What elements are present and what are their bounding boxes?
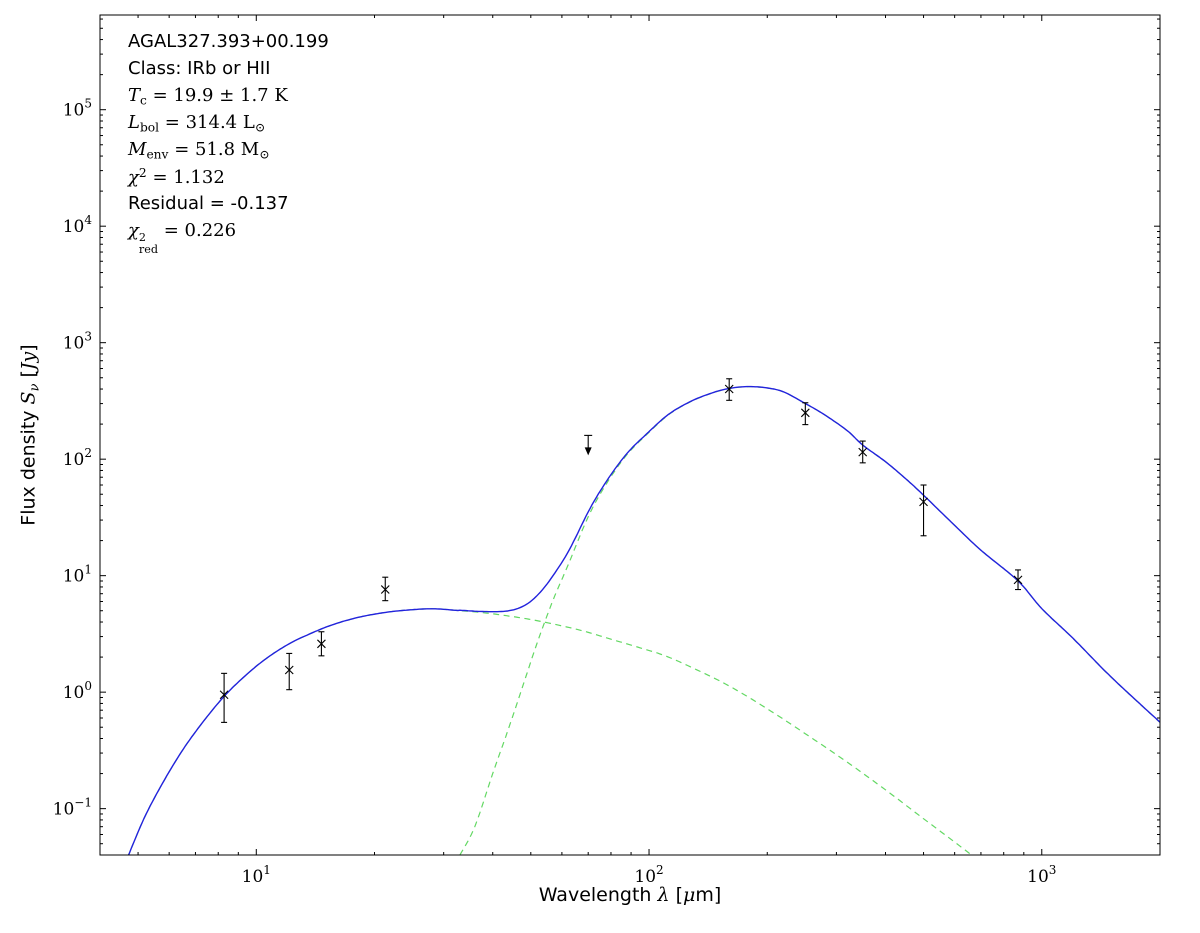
data-point (584, 434, 593, 456)
text-segment: Jy (17, 351, 40, 371)
text-segment: = 314.4 L (159, 112, 255, 133)
text-segment: ⊙ (254, 120, 266, 135)
x-axis-label: Wavelength λ [μm] (539, 884, 722, 906)
data-point (724, 378, 734, 401)
tick-label: 104 (63, 213, 93, 237)
text-segment: AGAL327.393+00.199 (128, 31, 329, 52)
text-segment: [ (669, 884, 683, 906)
tick-label: 103 (1027, 863, 1056, 887)
annotation-line: Class: IRb or HII (128, 58, 329, 85)
text-segment: Class: IRb or HII (128, 58, 271, 79)
text-segment: Flux density (17, 404, 40, 526)
y-axis-label: Flux density Sν [Jy] (18, 344, 43, 525)
annotation-line: Tc = 19.9 ± 1.7 K (128, 85, 329, 112)
data-point (1013, 569, 1023, 591)
text-segment: L (128, 112, 140, 133)
text-segment: env (146, 147, 169, 162)
annotation-line: χ 2 red = 0.226 (128, 220, 329, 255)
tick-label: 102 (634, 863, 663, 887)
annotation-line: Lbol = 314.4 L⊙ (128, 112, 329, 139)
plot-border (99, 14, 1161, 856)
tick-label: 102 (63, 446, 92, 470)
annotation-line: AGAL327.393+00.199 (128, 31, 329, 58)
data-point (219, 672, 229, 723)
annotation-line: χ2 = 1.132 (128, 166, 329, 193)
text-segment: bol (139, 120, 160, 135)
photometry-points (219, 378, 1023, 723)
text-segment: = 1.132 (146, 167, 225, 189)
text-segment: ] (17, 344, 40, 352)
tick-label: 10−1 (53, 796, 92, 820)
data-point (317, 631, 326, 657)
text-segment: = 51.8 M (168, 139, 260, 160)
tick-label: 101 (242, 863, 271, 887)
data-point (858, 440, 868, 464)
text-segment: = 19.9 ± 1.7 K (146, 85, 288, 106)
text-segment: = 0.226 (158, 220, 237, 241)
annotation-line: Menv = 51.8 M⊙ (128, 139, 329, 166)
text-segment: [ (17, 370, 40, 384)
data-point (380, 576, 390, 602)
text-segment: ⊙ (259, 147, 270, 162)
text-segment: λ (657, 884, 670, 906)
text-segment: Residual = -0.137 (128, 193, 289, 214)
annotation-line: Residual = -0.137 (128, 193, 329, 220)
total-model-curve (127, 385, 1160, 855)
data-point (919, 484, 928, 537)
text-segment: m] (695, 884, 722, 906)
text-segment: Wavelength (538, 884, 658, 906)
warm-component-curve (127, 608, 973, 855)
text-segment: c (140, 93, 147, 108)
tick-label: 100 (63, 679, 92, 703)
tick-label: 103 (63, 330, 92, 354)
text-segment: S (17, 391, 40, 405)
model-curves (127, 385, 1160, 855)
text-segment: μ (682, 884, 696, 906)
sup-sub-script: 2 red (138, 231, 158, 256)
tick-label: 101 (63, 563, 92, 587)
text-segment: χ (128, 220, 139, 241)
data-point (800, 402, 810, 426)
data-point (284, 652, 294, 691)
text-segment: M (128, 139, 147, 160)
text-segment: 2 (138, 166, 147, 180)
fit-parameters-annotation: AGAL327.393+00.199 Class: IRb or HII Tc = … (128, 31, 329, 255)
text-segment: T (128, 85, 141, 106)
tick-label: 105 (63, 97, 92, 121)
text-segment: χ (128, 167, 139, 189)
text-segment: ν (27, 383, 43, 392)
upper-limit-arrowhead (584, 447, 592, 456)
